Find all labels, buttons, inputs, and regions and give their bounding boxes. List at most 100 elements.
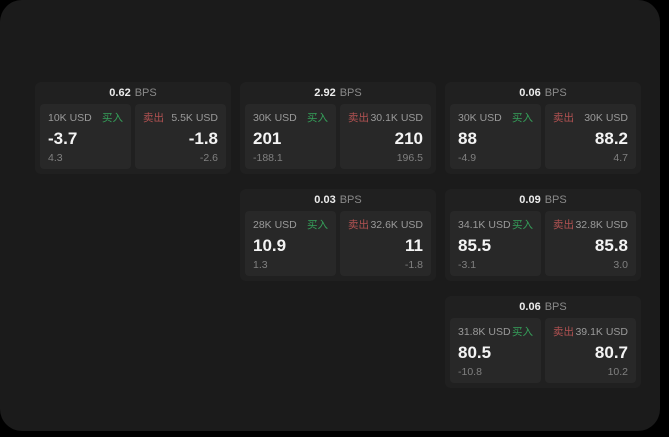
sell-quote-tile[interactable]: 卖出 32.8K USD 85.8 3.0 bbox=[545, 211, 636, 276]
buy-sub-value: 4.3 bbox=[48, 152, 63, 164]
sell-price: 80.7 bbox=[594, 343, 628, 362]
sell-size-label: 30.1K USD bbox=[370, 111, 423, 124]
sell-tile-header: 卖出 32.8K USD bbox=[553, 217, 628, 232]
spread-header: 0.06 BPS bbox=[445, 82, 641, 104]
spread-header: 2.92 BPS bbox=[240, 82, 436, 104]
spread-value: 0.62 bbox=[109, 87, 131, 99]
sell-quote-tile[interactable]: 卖出 32.6K USD 11 -1.8 bbox=[340, 211, 431, 276]
sell-side-label: 卖出 bbox=[553, 326, 574, 338]
buy-price: 80.5 bbox=[458, 343, 492, 362]
buy-sub-value: -4.9 bbox=[458, 152, 477, 164]
buy-quote-tile[interactable]: 30K USD 买入 88 -4.9 bbox=[450, 104, 541, 169]
sell-quote-tile[interactable]: 卖出 5.5K USD -1.8 -2.6 bbox=[135, 104, 226, 169]
sell-tile-header: 卖出 5.5K USD bbox=[143, 110, 218, 125]
buy-quote-tile[interactable]: 34.1K USD 买入 85.5 -3.1 bbox=[450, 211, 541, 276]
sell-side-label: 卖出 bbox=[553, 219, 574, 231]
sell-size-label: 30K USD bbox=[584, 111, 628, 124]
spread-value: 0.03 bbox=[314, 194, 336, 206]
sell-side-label: 卖出 bbox=[348, 112, 369, 124]
sell-sub-value: 3.0 bbox=[613, 259, 628, 271]
buy-quote-tile[interactable]: 30K USD 买入 201 -188.1 bbox=[245, 104, 336, 169]
buy-quote-tile[interactable]: 31.8K USD 买入 80.5 -10.8 bbox=[450, 318, 541, 383]
quote-card: 0.09 BPS 34.1K USD 买入 85.5 -3.1 卖出 32.8K… bbox=[445, 189, 641, 281]
sell-size-label: 32.6K USD bbox=[370, 218, 423, 231]
buy-price: 88 bbox=[458, 129, 477, 148]
sell-size-label: 39.1K USD bbox=[575, 325, 628, 338]
sell-sub-value: -1.8 bbox=[404, 259, 423, 271]
buy-sub-value: -188.1 bbox=[253, 152, 283, 164]
sell-side-label: 卖出 bbox=[143, 112, 164, 124]
sell-size-label: 32.8K USD bbox=[575, 218, 628, 231]
buy-tile-header: 31.8K USD 买入 bbox=[458, 324, 533, 339]
sell-tile-header: 卖出 30K USD bbox=[553, 110, 628, 125]
buy-tile-header: 30K USD 买入 bbox=[253, 110, 328, 125]
sell-sub-value: 196.5 bbox=[396, 152, 423, 164]
sell-quote-tile[interactable]: 卖出 30.1K USD 210 196.5 bbox=[340, 104, 431, 169]
quote-card: 0.06 BPS 30K USD 买入 88 -4.9 卖出 30K USD 8… bbox=[445, 82, 641, 174]
sell-side-label: 卖出 bbox=[553, 112, 574, 124]
buy-quote-tile[interactable]: 28K USD 买入 10.9 1.3 bbox=[245, 211, 336, 276]
spread-header: 0.62 BPS bbox=[35, 82, 231, 104]
buy-size-label: 10K USD bbox=[48, 111, 92, 124]
buy-sub-value: -10.8 bbox=[458, 366, 482, 378]
sell-price: 88.2 bbox=[594, 129, 628, 148]
sell-price: 210 bbox=[394, 129, 423, 148]
spread-value: 2.92 bbox=[314, 87, 336, 99]
sell-sub-value: 4.7 bbox=[613, 152, 628, 164]
buy-price: 85.5 bbox=[458, 236, 492, 255]
spread-header: 0.06 BPS bbox=[445, 296, 641, 318]
buy-sub-value: 1.3 bbox=[253, 259, 268, 271]
quote-card: 0.06 BPS 31.8K USD 买入 80.5 -10.8 卖出 39.1… bbox=[445, 296, 641, 388]
spread-unit-label: BPS bbox=[339, 87, 362, 99]
sell-tile-header: 卖出 39.1K USD bbox=[553, 324, 628, 339]
buy-side-label: 买入 bbox=[307, 112, 328, 124]
sell-size-label: 5.5K USD bbox=[171, 111, 218, 124]
sell-price: -1.8 bbox=[188, 129, 218, 148]
spread-unit-label: BPS bbox=[544, 87, 567, 99]
cards-grid: 0.62 BPS 10K USD 买入 -3.7 4.3 卖出 5.5K USD… bbox=[35, 82, 641, 388]
spread-header: 0.03 BPS bbox=[240, 189, 436, 211]
buy-price: 10.9 bbox=[253, 236, 287, 255]
buy-sub-value: -3.1 bbox=[458, 259, 477, 271]
spread-unit-label: BPS bbox=[544, 194, 567, 206]
sell-quote-tile[interactable]: 卖出 39.1K USD 80.7 10.2 bbox=[545, 318, 636, 383]
spread-header: 0.09 BPS bbox=[445, 189, 641, 211]
quote-card: 2.92 BPS 30K USD 买入 201 -188.1 卖出 30.1K … bbox=[240, 82, 436, 174]
sell-tile-header: 卖出 32.6K USD bbox=[348, 217, 423, 232]
spread-unit-label: BPS bbox=[339, 194, 362, 206]
buy-side-label: 买入 bbox=[512, 326, 533, 338]
quote-card: 0.03 BPS 28K USD 买入 10.9 1.3 卖出 32.6K US… bbox=[240, 189, 436, 281]
buy-price: 201 bbox=[253, 129, 282, 148]
spread-value: 0.09 bbox=[519, 194, 541, 206]
sell-side-label: 卖出 bbox=[348, 219, 369, 231]
quote-card-body: 28K USD 买入 10.9 1.3 卖出 32.6K USD 11 -1.8 bbox=[240, 211, 436, 281]
quote-card-body: 31.8K USD 买入 80.5 -10.8 卖出 39.1K USD 80.… bbox=[445, 318, 641, 388]
spread-value: 0.06 bbox=[519, 87, 541, 99]
spread-unit-label: BPS bbox=[134, 87, 157, 99]
buy-price: -3.7 bbox=[48, 129, 78, 148]
buy-side-label: 买入 bbox=[512, 112, 533, 124]
sell-tile-header: 卖出 30.1K USD bbox=[348, 110, 423, 125]
buy-tile-header: 30K USD 买入 bbox=[458, 110, 533, 125]
sell-sub-value: -2.6 bbox=[199, 152, 218, 164]
buy-size-label: 30K USD bbox=[253, 111, 297, 124]
quote-card-body: 10K USD 买入 -3.7 4.3 卖出 5.5K USD -1.8 -2.… bbox=[35, 104, 231, 174]
quote-card-body: 30K USD 买入 88 -4.9 卖出 30K USD 88.2 4.7 bbox=[445, 104, 641, 174]
buy-tile-header: 34.1K USD 买入 bbox=[458, 217, 533, 232]
buy-side-label: 买入 bbox=[307, 219, 328, 231]
quote-card-body: 30K USD 买入 201 -188.1 卖出 30.1K USD 210 1… bbox=[240, 104, 436, 174]
buy-size-label: 31.8K USD bbox=[458, 325, 511, 338]
buy-quote-tile[interactable]: 10K USD 买入 -3.7 4.3 bbox=[40, 104, 131, 169]
spread-unit-label: BPS bbox=[544, 301, 567, 313]
sell-price: 85.8 bbox=[594, 236, 628, 255]
buy-tile-header: 28K USD 买入 bbox=[253, 217, 328, 232]
quote-card: 0.62 BPS 10K USD 买入 -3.7 4.3 卖出 5.5K USD… bbox=[35, 82, 231, 174]
quote-card-body: 34.1K USD 买入 85.5 -3.1 卖出 32.8K USD 85.8… bbox=[445, 211, 641, 281]
buy-side-label: 买入 bbox=[102, 112, 123, 124]
buy-size-label: 30K USD bbox=[458, 111, 502, 124]
buy-size-label: 34.1K USD bbox=[458, 218, 511, 231]
sell-quote-tile[interactable]: 卖出 30K USD 88.2 4.7 bbox=[545, 104, 636, 169]
buy-size-label: 28K USD bbox=[253, 218, 297, 231]
sell-sub-value: 10.2 bbox=[607, 366, 628, 378]
buy-tile-header: 10K USD 买入 bbox=[48, 110, 123, 125]
